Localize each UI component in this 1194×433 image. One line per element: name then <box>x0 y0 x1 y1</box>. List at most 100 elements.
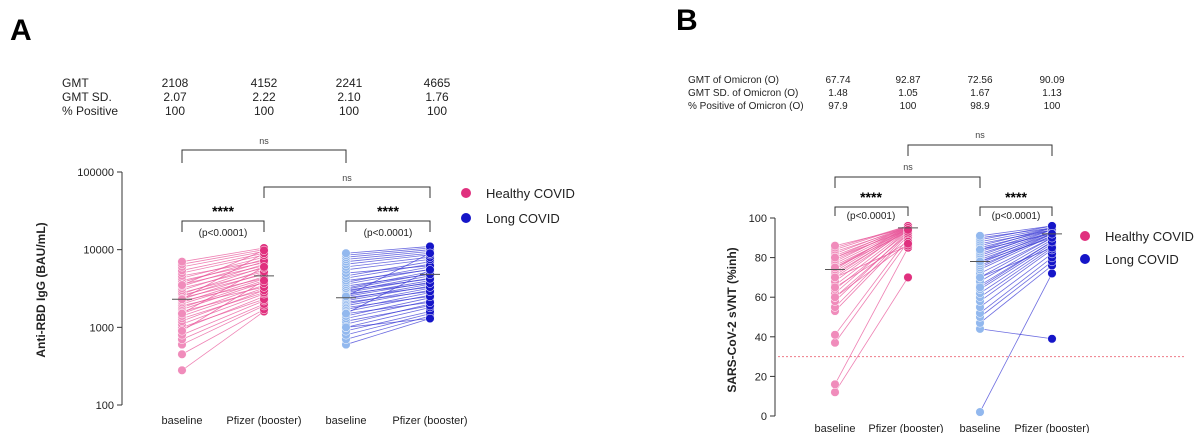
bracket-ns-top <box>181 149 347 163</box>
point-baseline-long-covid <box>975 407 985 417</box>
pair-line-long-covid <box>979 245 1053 294</box>
pair-line-healthy-covid <box>181 251 265 268</box>
point-baseline-healthy-covid <box>177 349 187 359</box>
pair-line-long-covid <box>979 247 1053 278</box>
stat-value: 92.87 <box>895 75 920 86</box>
pair-line-long-covid <box>345 303 431 325</box>
pair-line-long-covid <box>345 313 431 336</box>
pair-line-long-covid <box>979 237 1053 274</box>
pair-line-healthy-covid <box>834 229 909 258</box>
pair-line-long-covid <box>979 237 1053 262</box>
pair-line-long-covid <box>345 286 431 299</box>
pair-line-long-covid <box>979 233 1053 260</box>
pair-line-long-covid <box>979 229 1053 245</box>
legend-marker-healthy <box>1080 231 1090 241</box>
pair-line-long-covid <box>345 294 431 312</box>
point-booster-long-covid <box>425 248 435 258</box>
stat-value: 98.9 <box>970 101 990 112</box>
pair-line-healthy-covid <box>181 311 265 371</box>
point-baseline-healthy-covid <box>830 387 840 397</box>
legend-marker-healthy <box>461 188 471 198</box>
point-baseline-healthy-covid <box>830 253 840 263</box>
stat-value: 67.74 <box>825 75 850 86</box>
legend-label-healthy: Healthy COVID <box>1105 229 1194 244</box>
point-booster-long-covid <box>425 313 435 324</box>
pair-line-long-covid <box>345 269 431 315</box>
pair-line-healthy-covid <box>834 227 909 247</box>
pair-line-long-covid <box>979 247 1053 298</box>
y-axis-label-b: SARS-CoV-2 sVNT (%inh) <box>725 247 739 392</box>
stat-value: 2.10 <box>337 90 361 104</box>
point-baseline-healthy-covid <box>177 257 187 267</box>
pair-line-healthy-covid <box>181 305 265 345</box>
y-ticks-b: 0 20 40 60 80 100 <box>749 213 775 423</box>
pair-line-healthy-covid <box>181 266 265 315</box>
y-ticks-a: 100 1000 10000 100000 <box>77 167 122 412</box>
pair-line-long-covid <box>345 261 431 277</box>
pair-line-long-covid <box>979 253 1053 308</box>
point-baseline-healthy-covid <box>177 280 187 290</box>
pair-line-healthy-covid <box>834 241 909 343</box>
point-baseline-healthy-covid <box>177 365 187 375</box>
legend-marker-long <box>461 213 471 223</box>
y-tick-label: 40 <box>755 332 767 344</box>
pair-line-healthy-covid <box>834 237 909 336</box>
pair-line-long-covid <box>979 237 1053 278</box>
pair-line-healthy-covid <box>834 231 909 302</box>
point-baseline-long-covid <box>341 322 351 332</box>
y-tick-label: 80 <box>755 253 767 265</box>
significance-stars: **** <box>377 203 399 219</box>
pair-line-healthy-covid <box>181 254 265 274</box>
pair-line-long-covid <box>345 280 431 296</box>
pair-line-healthy-covid <box>181 309 265 355</box>
point-booster-healthy-covid <box>903 225 913 235</box>
panel-b: B GMT of Omicron (O) GMT SD. of Omicron … <box>676 4 1194 433</box>
pair-line-healthy-covid <box>834 247 909 385</box>
x-tick-label: Pfizer (booster) <box>226 415 301 427</box>
pair-line-healthy-covid <box>181 277 265 299</box>
point-booster-healthy-covid <box>903 239 913 249</box>
brackets-b <box>834 144 1053 216</box>
pair-line-long-covid <box>345 278 431 291</box>
point-baseline-healthy-covid <box>830 262 840 273</box>
point-booster-long-covid <box>1047 221 1057 231</box>
pair-line-healthy-covid <box>181 267 265 289</box>
pair-line-healthy-covid <box>834 235 909 312</box>
pair-line-long-covid <box>979 265 1053 324</box>
y-tick-label: 1000 <box>90 322 114 334</box>
stat-value: 1.67 <box>970 88 990 99</box>
ns-label: ns <box>975 130 985 140</box>
brackets-a <box>181 149 431 232</box>
point-baseline-long-covid <box>341 309 351 319</box>
ns-label: ns <box>259 136 269 146</box>
pair-line-long-covid <box>345 252 431 263</box>
pair-line-long-covid <box>345 265 431 274</box>
pair-line-healthy-covid <box>834 245 909 278</box>
stat-label-gmt-sd: GMT SD. <box>62 90 112 104</box>
significance-stars: **** <box>212 203 234 219</box>
stat-value: 1.76 <box>425 90 449 104</box>
x-tick-label: baseline <box>162 415 203 427</box>
pair-line-healthy-covid <box>181 280 265 308</box>
stat-value: 2.22 <box>252 90 276 104</box>
pair-line-long-covid <box>979 227 1053 243</box>
pair-line-healthy-covid <box>181 287 265 317</box>
stat-label-gmt-omicron: GMT of Omicron (O) <box>688 75 779 86</box>
pair-line-healthy-covid <box>181 249 265 265</box>
stat-value: 72.56 <box>967 75 992 86</box>
significance-stars: **** <box>860 189 882 205</box>
bracket-sig-1 <box>181 220 265 232</box>
pair-line-long-covid <box>345 311 431 332</box>
pair-line-long-covid <box>345 247 431 256</box>
point-booster-healthy-covid <box>259 245 269 255</box>
pair-line-long-covid <box>979 225 1053 237</box>
pair-line-healthy-covid <box>181 252 265 300</box>
y-tick-label: 100 <box>96 400 114 412</box>
pair-line-healthy-covid <box>834 227 909 264</box>
stat-label-gmt-sd-omicron: GMT SD. of Omicron (O) <box>688 88 798 99</box>
bracket-sig-1 <box>834 206 909 216</box>
pair-line-long-covid <box>345 318 431 345</box>
point-baseline-healthy-covid <box>830 282 840 292</box>
y-tick-label: 100000 <box>77 167 114 179</box>
point-baseline-long-covid <box>975 282 985 292</box>
